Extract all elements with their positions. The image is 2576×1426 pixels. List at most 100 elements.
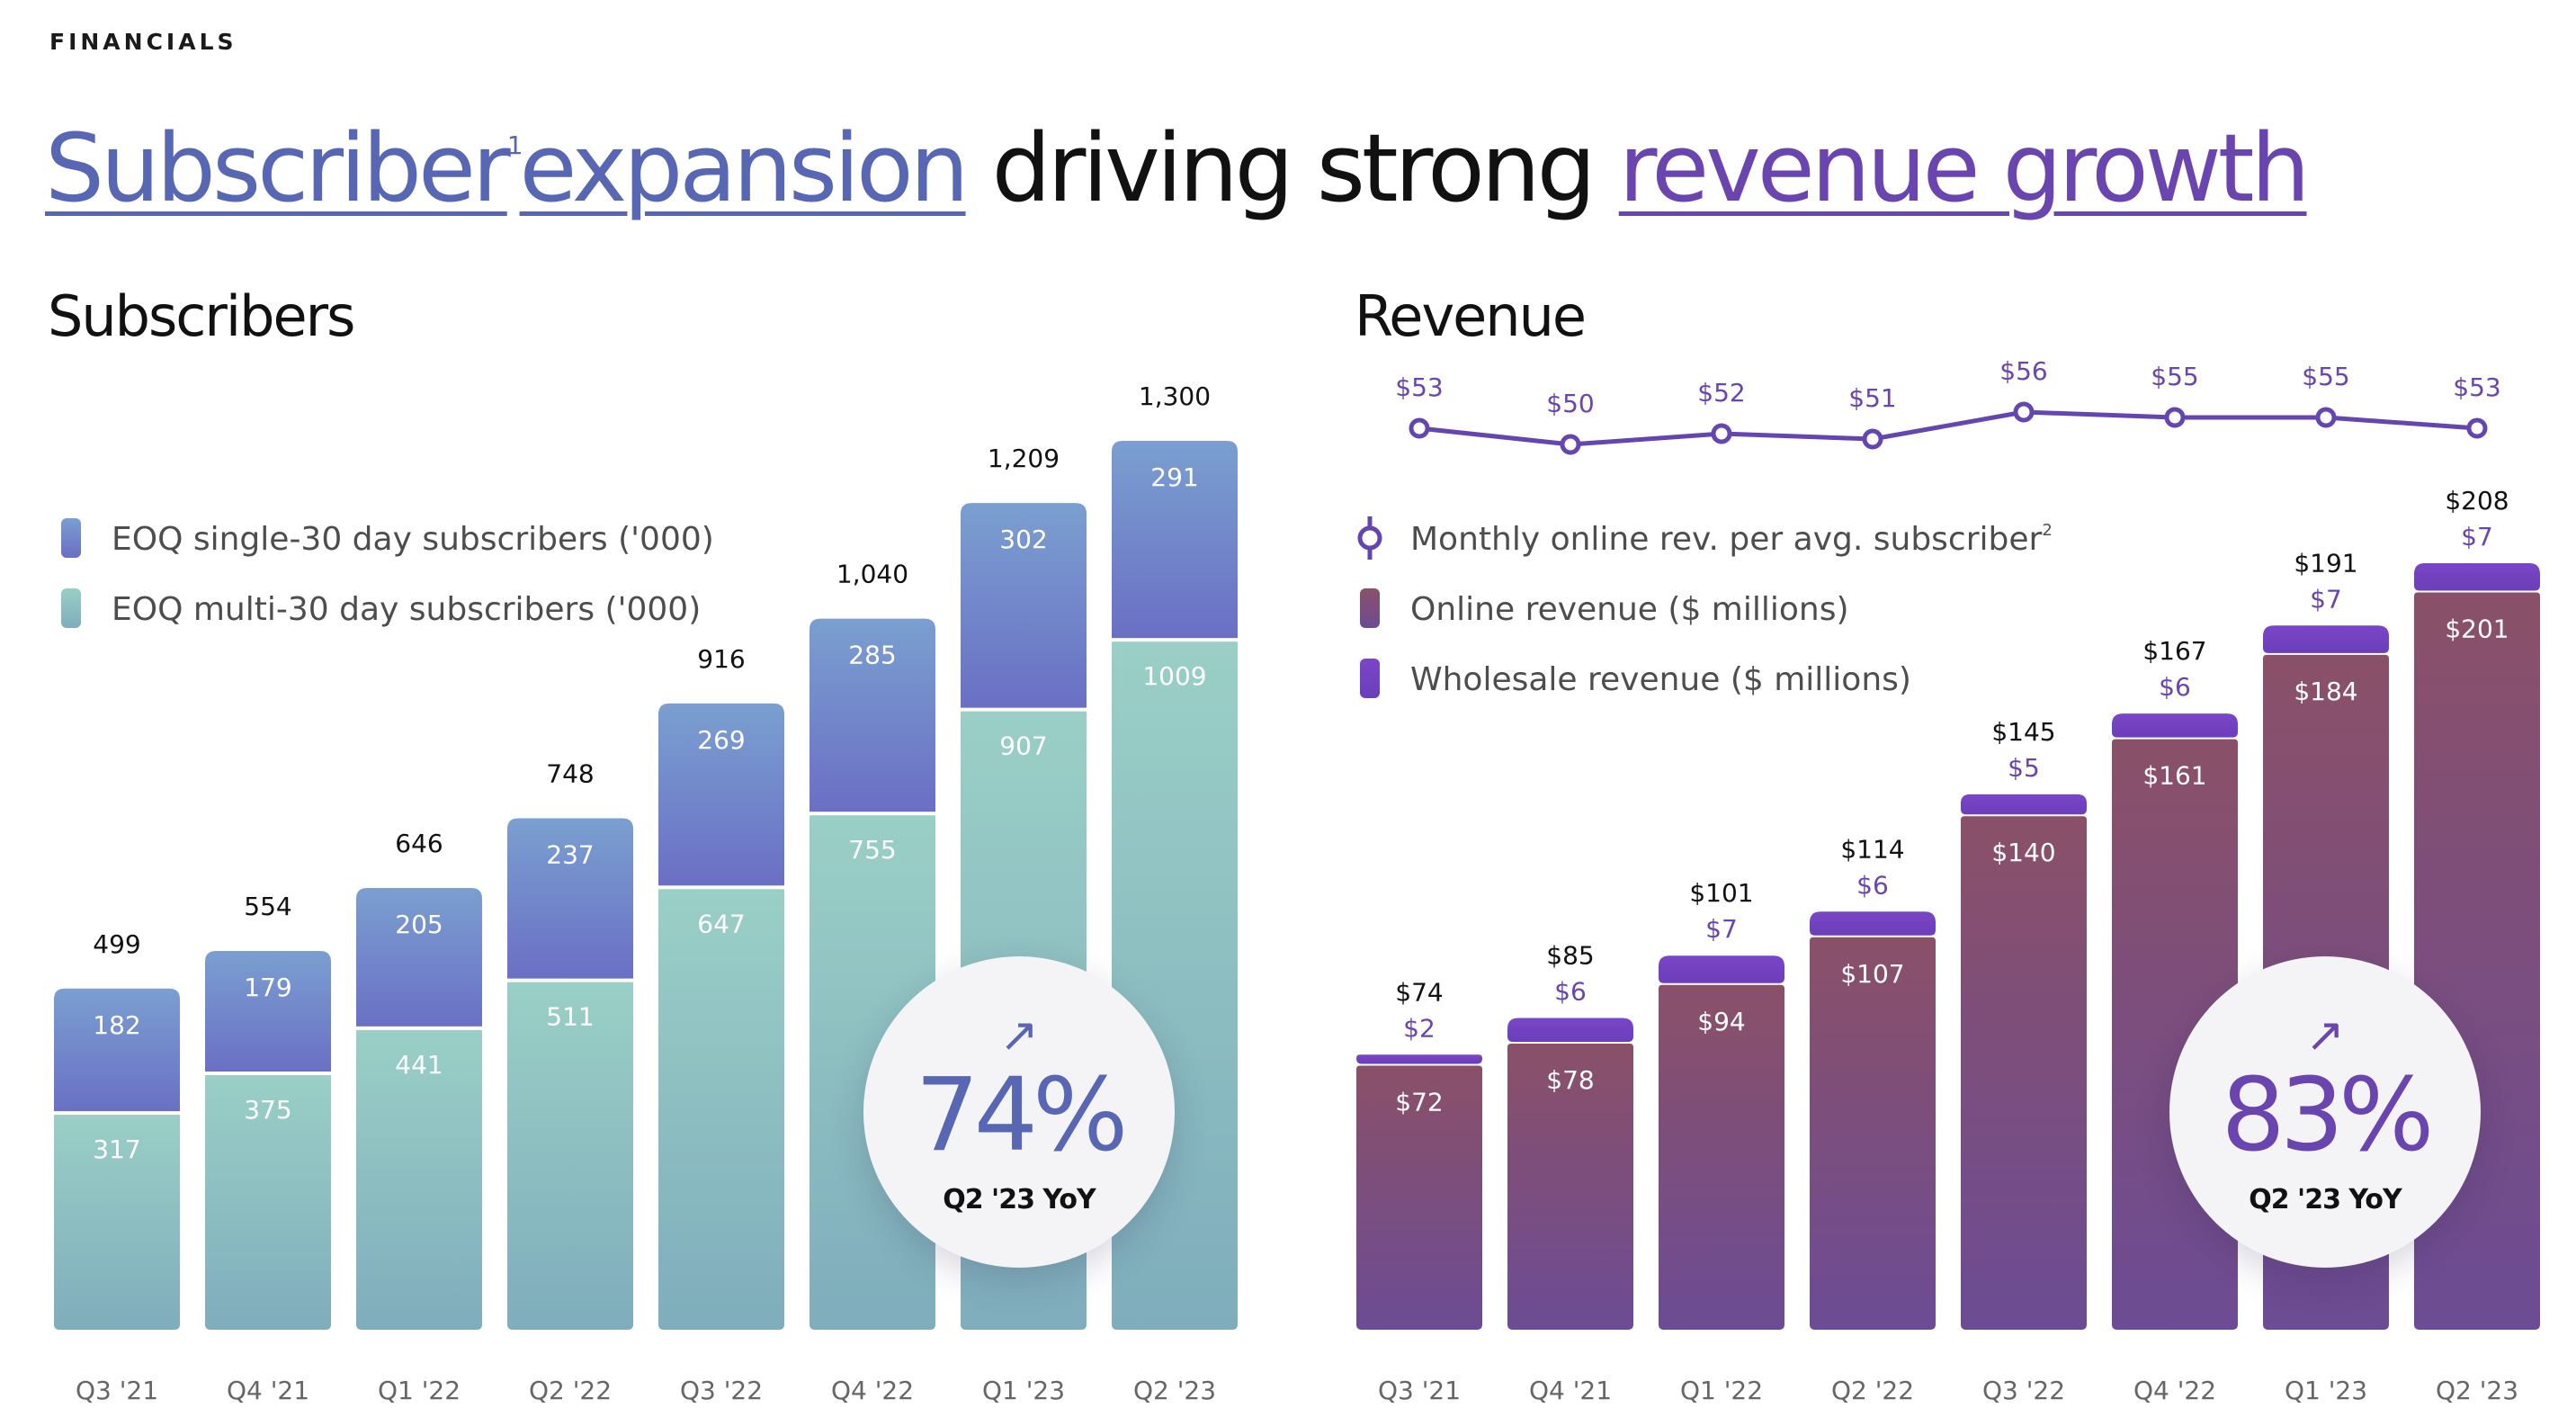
legend-swatch [1360, 659, 1380, 698]
headline-part-middle: driving strong [965, 113, 1619, 223]
segment-divider [356, 1026, 482, 1030]
revenue-yoy-callout: ↗ 83% Q2 '23 YoY [2169, 956, 2481, 1268]
multi-30-value-label: 907 [999, 731, 1047, 761]
legend-line-marker-dot [1357, 525, 1382, 551]
legend-label: Wholesale revenue ($ millions) [1410, 661, 1911, 698]
wholesale-value-label: $6 [1856, 870, 1889, 900]
wholesale-value-label: $7 [1705, 914, 1738, 944]
multi-30-bar-segment [356, 1027, 482, 1330]
single-30-bar-segment [1112, 441, 1238, 643]
single-30-value-label: 269 [697, 725, 745, 755]
arpu-value-label: $50 [1546, 389, 1594, 418]
revenue-total-label: $74 [1395, 977, 1443, 1007]
x-tick-label: Q1 '22 [378, 1376, 461, 1405]
revenue-yoy-value: 83% [2221, 1057, 2435, 1174]
x-tick-label: Q2 '22 [529, 1376, 612, 1405]
trend-up-arrow-icon: ↗ [2305, 1009, 2345, 1063]
single-30-bar-segment [507, 818, 633, 983]
wholesale-bar-segment [1356, 1054, 1482, 1064]
wholesale-bar-segment [1659, 955, 1784, 983]
subscribers-legend: EOQ single-30 day subscribers ('000) EOQ … [61, 518, 714, 628]
online-value-label: $107 [1840, 959, 1904, 989]
arpu-point [1711, 423, 1732, 444]
revenue-total-label: $145 [1991, 717, 2055, 747]
revenue-yoy-label: Q2 '23 YoY [2249, 1184, 2402, 1215]
wholesale-value-label: $5 [2008, 753, 2040, 783]
revenue-total-label: $191 [2294, 548, 2357, 578]
x-tick-label: Q1 '23 [982, 1376, 1065, 1405]
subscribers-yoy-callout: ↗ 74% Q2 '23 YoY [863, 956, 1175, 1268]
arpu-point [1862, 428, 1883, 450]
x-tick-label: Q2 '23 [1133, 1376, 1216, 1405]
arpu-point [2013, 401, 2035, 423]
wholesale-value-label: $7 [2461, 522, 2493, 552]
x-tick-label: Q3 '21 [76, 1376, 158, 1405]
single-30-value-label: 291 [1150, 462, 1198, 492]
subscribers-total-label: 1,040 [836, 560, 908, 589]
arpu-value-label: $52 [1697, 378, 1745, 408]
single-30-bar-segment [205, 950, 331, 1076]
segment-divider [54, 1111, 180, 1116]
wholesale-value-label: $6 [1554, 977, 1587, 1007]
multi-30-value-label: 317 [93, 1135, 140, 1164]
subscribers-total-label: 1,300 [1139, 381, 1211, 411]
multi-30-value-label: 441 [395, 1050, 443, 1080]
multi-30-value-label: 1009 [1142, 661, 1206, 691]
arpu-point [2164, 407, 2186, 428]
online-value-label: $94 [1697, 1007, 1745, 1036]
x-tick-label: Q1 '22 [1680, 1376, 1763, 1405]
multi-30-bar-segment [658, 887, 784, 1330]
legend-label: EOQ multi-30 day subscribers ('000) [112, 591, 701, 628]
page-headline: Subscriber1expansion driving strong reve… [45, 113, 2311, 223]
wholesale-bar-segment [2414, 563, 2540, 591]
x-tick-label: Q4 '22 [2133, 1376, 2216, 1405]
legend-label: EOQ single-30 day subscribers ('000) [112, 521, 714, 558]
subscribers-chart-title: Subscribers [48, 283, 355, 349]
online-value-label: $184 [2294, 677, 2357, 706]
legend-footnote: 2 [2042, 521, 2052, 540]
arpu-value-label: $56 [1999, 356, 2047, 386]
arpu-value-label: $53 [2453, 372, 2500, 402]
single-30-value-label: 302 [999, 525, 1047, 554]
subscribers-total-label: 554 [244, 892, 291, 921]
arpu-line: $53 $50 $52 $51 $56 $55 $55 $53 [1395, 356, 2501, 455]
segment-divider [658, 885, 784, 890]
revenue-chart-title: Revenue [1355, 283, 1587, 349]
online-bar-segment [1659, 984, 1784, 1330]
arpu-point [1560, 434, 1581, 455]
multi-30-value-label: 511 [546, 1002, 594, 1032]
single-30-value-label: 205 [395, 910, 443, 939]
wholesale-bar-segment [2263, 625, 2389, 653]
subscribers-total-label: 748 [546, 759, 594, 789]
subscribers-yoy-value: 74% [915, 1057, 1129, 1174]
single-30-value-label: 237 [546, 840, 594, 870]
legend-swatch [1360, 588, 1380, 628]
online-value-label: $161 [2142, 761, 2206, 791]
online-bar-segment [1810, 937, 1936, 1330]
multi-30-value-label: 755 [848, 835, 896, 865]
single-30-value-label: 179 [244, 973, 291, 1002]
single-30-bar-segment [54, 988, 180, 1117]
x-tick-label: Q3 '22 [680, 1376, 763, 1405]
revenue-total-label: $101 [1689, 878, 1753, 908]
single-30-bar-segment [658, 703, 784, 891]
revenue-total-label: $167 [2142, 636, 2206, 666]
online-bar-segment [1356, 1065, 1482, 1330]
subscribers-total-label: 1,209 [988, 444, 1060, 473]
legend-label: Online revenue ($ millions) [1410, 591, 1849, 628]
arpu-series-line [1418, 409, 2478, 447]
subscribers-yoy-label: Q2 '23 YoY [943, 1184, 1096, 1215]
arpu-point [1409, 417, 1430, 439]
x-tick-label: Q3 '21 [1378, 1376, 1461, 1405]
segment-divider [205, 1072, 331, 1075]
x-tick-label: Q2 '22 [1831, 1376, 1914, 1405]
single-30-bar-segment [809, 618, 935, 817]
wholesale-bar-segment [1507, 1018, 1633, 1042]
multi-30-value-label: 375 [244, 1095, 291, 1125]
headline-part-revenue-growth: revenue growth [1618, 113, 2311, 223]
x-tick-label: Q4 '21 [1529, 1376, 1612, 1405]
subscribers-total-label: 646 [395, 829, 443, 858]
headline-footnote: 1 [506, 130, 523, 160]
revenue-total-label: $85 [1546, 941, 1594, 971]
revenue-total-label: $208 [2445, 486, 2509, 516]
